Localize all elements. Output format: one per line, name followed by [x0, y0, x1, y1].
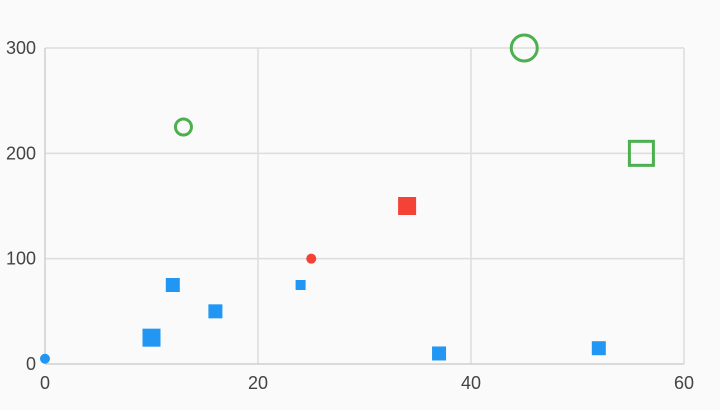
- tick-labels: 0 100 200 300 0 20 40 60: [6, 38, 694, 393]
- data-points: [40, 33, 655, 364]
- grid: [45, 47, 685, 364]
- data-point-square: [432, 346, 447, 361]
- data-point-circle: [173, 117, 193, 137]
- data-point-circle: [509, 33, 539, 63]
- x-tick-label: 20: [248, 373, 268, 393]
- data-point-circle: [306, 253, 317, 264]
- x-tick-label: 60: [674, 373, 694, 393]
- data-point-square: [627, 139, 655, 167]
- y-tick-label: 200: [6, 143, 36, 163]
- x-tick-label: 40: [461, 373, 481, 393]
- data-point-square: [208, 304, 223, 319]
- data-point-square: [295, 280, 306, 290]
- data-point-square: [165, 278, 180, 292]
- data-point-square: [142, 328, 161, 347]
- y-tick-label: 300: [6, 38, 36, 58]
- y-tick-label: 0: [26, 354, 36, 374]
- data-point-circle: [40, 353, 50, 364]
- data-point-square: [591, 341, 606, 356]
- axes: [44, 48, 684, 365]
- x-tick-label: 0: [40, 373, 50, 393]
- data-point-square: [398, 197, 417, 215]
- y-tick-label: 100: [6, 249, 36, 269]
